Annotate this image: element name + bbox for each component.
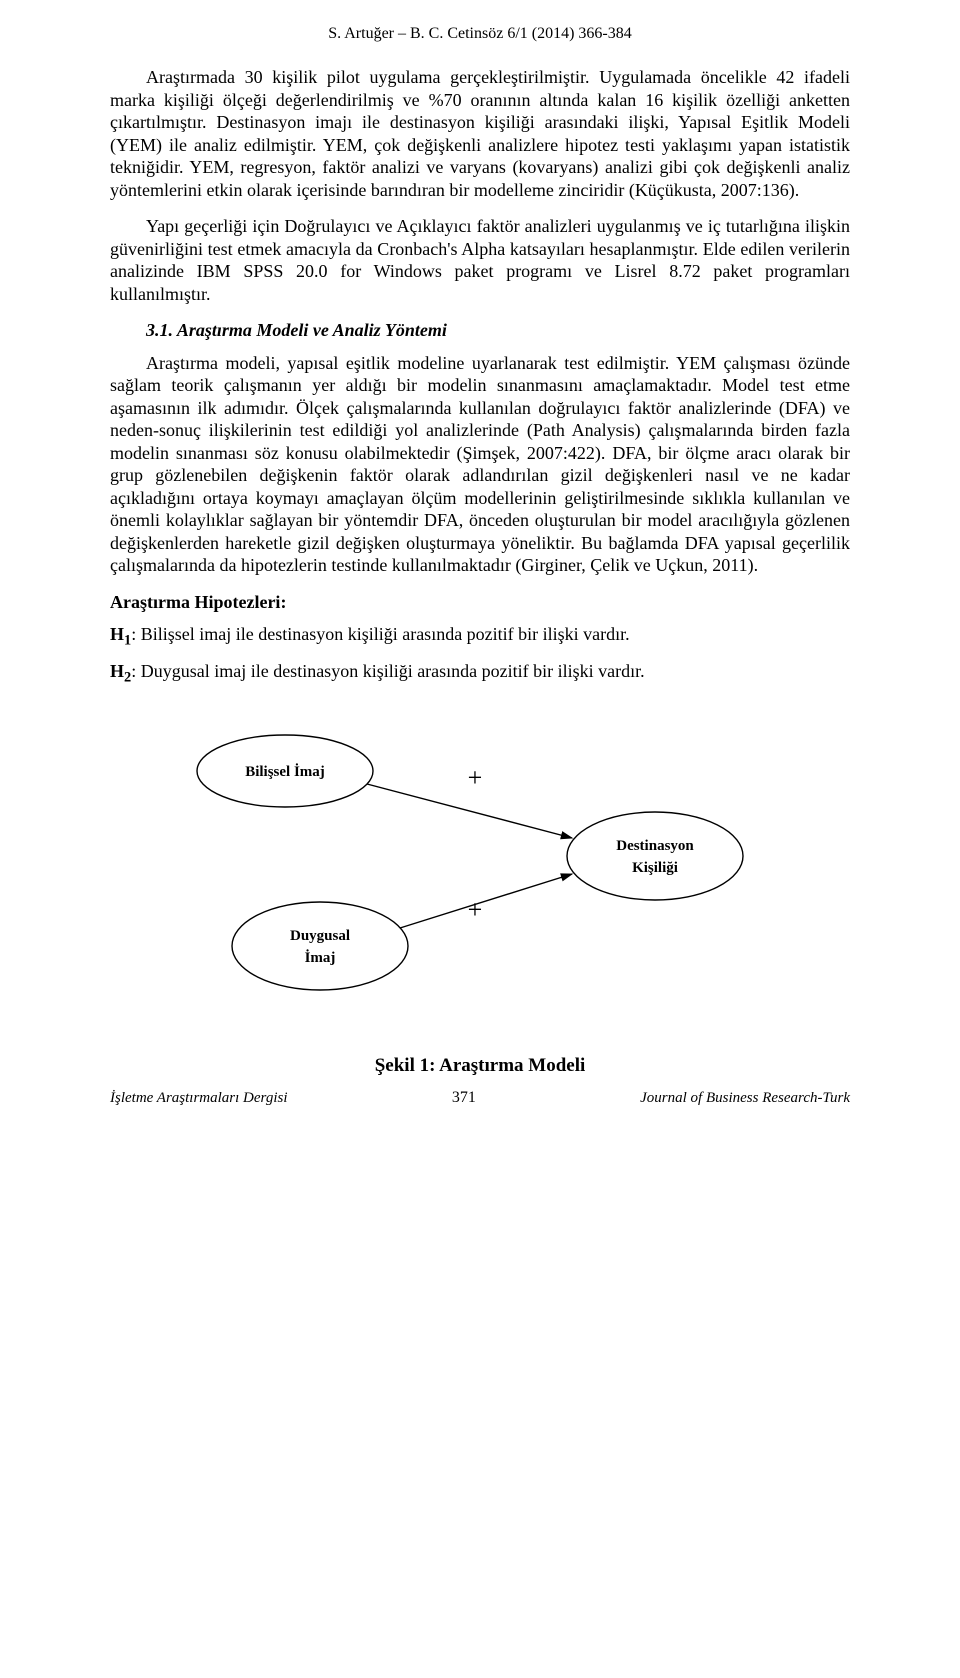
running-head: S. Artuğer – B. C. Cetinsöz 6/1 (2014) 3… — [110, 24, 850, 44]
h2-text: : Duygusal imaj ile destinasyon kişiliği… — [131, 661, 644, 681]
diagram-edge-sign: + — [468, 763, 483, 792]
diagram-node-label: Duygusal — [290, 928, 350, 944]
footer-right: Journal of Business Research-Turk — [640, 1089, 850, 1108]
diagram-svg: + + Bilişsel İmaj Duygusal İmaj Destinasyon Ki… — [110, 716, 850, 1046]
paragraph-1: Araştırmada 30 kişilik pilot uygulama ge… — [110, 66, 850, 201]
diagram-edge-sign: + — [468, 895, 483, 924]
hypothesis-2: H2: Duygusal imaj ile destinasyon kişili… — [110, 660, 850, 687]
diagram-edge — [367, 784, 572, 838]
diagram-node-label: Bilişsel İmaj — [245, 763, 325, 780]
h2-label: H — [110, 661, 124, 681]
figure-1-caption: Şekil 1: Araştırma Modeli — [110, 1054, 850, 1078]
footer-left: İşletme Araştırmaları Dergisi — [110, 1089, 288, 1108]
hypotheses-title: Araştırma Hipotezleri: — [110, 591, 850, 614]
hypothesis-1: H1: Bilişsel imaj ile destinasyon kişili… — [110, 623, 850, 650]
section-heading-3-1: 3.1. Araştırma Modeli ve Analiz Yöntemi — [146, 319, 850, 342]
diagram-node-label: Destinasyon — [616, 838, 694, 854]
page-footer: İşletme Araştırmaları Dergisi 371 Journa… — [0, 1088, 960, 1108]
h1-label: H — [110, 624, 124, 644]
diagram-node-label: İmaj — [305, 949, 336, 966]
paragraph-3: Araştırma modeli, yapısal eşitlik modeli… — [110, 352, 850, 577]
footer-page-number: 371 — [452, 1088, 476, 1108]
diagram-edge — [400, 874, 572, 928]
research-model-diagram: + + Bilişsel İmaj Duygusal İmaj Destinasyon Ki… — [110, 716, 850, 1046]
diagram-node-duygusal — [232, 902, 408, 990]
diagram-node-label: Kişiliği — [632, 860, 678, 876]
diagram-node-dest — [567, 812, 743, 900]
paragraph-2: Yapı geçerliği için Doğrulayıcı ve Açıkl… — [110, 215, 850, 305]
h1-text: : Bilişsel imaj ile destinasyon kişiliği… — [131, 624, 629, 644]
